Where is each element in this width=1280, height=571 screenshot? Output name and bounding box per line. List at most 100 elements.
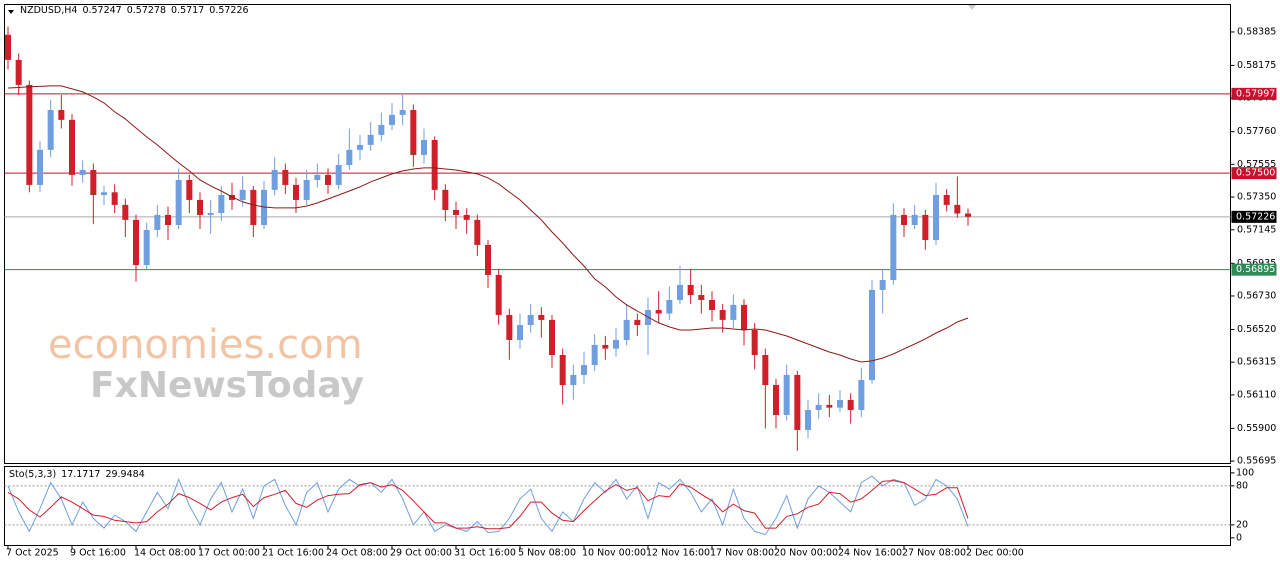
y-tick-label: 0.56935 — [1237, 258, 1276, 269]
candle-body — [783, 374, 790, 415]
x-tick-label: 12 Nov 16:00 — [646, 548, 710, 559]
candle-body — [357, 144, 363, 150]
candle-body — [837, 399, 843, 408]
level-label: 0.57500 — [1236, 168, 1275, 179]
candle-body — [858, 380, 865, 411]
level-label-box — [1231, 167, 1277, 180]
candle-body — [165, 214, 171, 225]
symbol: NZDUSD,H4 — [20, 5, 78, 16]
y-tick-label: 0.55695 — [1237, 456, 1276, 467]
level-label: 0.57997 — [1236, 88, 1275, 99]
candle-body — [122, 204, 129, 220]
candle-body — [474, 219, 481, 245]
candle-body — [282, 169, 289, 185]
stoch-line — [7, 480, 969, 530]
x-tick-label: 7 Oct 2025 — [6, 548, 59, 559]
candle-body — [463, 214, 470, 220]
candle-body — [485, 244, 491, 275]
level-label-box — [1231, 263, 1277, 276]
collapse-arrow — [8, 10, 14, 14]
stoch-line — [7, 475, 969, 536]
watermark-brand: FxNewsToday — [90, 365, 364, 406]
candle-body — [634, 319, 641, 326]
candle-body — [389, 114, 395, 125]
y-tick-label: 0.56110 — [1237, 389, 1276, 400]
candle-body — [570, 374, 577, 385]
candle-body — [559, 355, 566, 385]
candle-body — [442, 189, 449, 210]
y-tick-label: 0.56730 — [1237, 290, 1276, 301]
candle-body — [581, 365, 587, 375]
x-tick-label: 10 Nov 00:00 — [582, 548, 646, 559]
stoch-header: Sto(5,3,3) 17.1717 29.9484 — [9, 469, 145, 480]
candle-body — [709, 299, 715, 311]
candle-body — [111, 192, 118, 205]
candle-body — [101, 192, 107, 195]
candle-body — [90, 169, 97, 195]
y-tick-label: 100 — [1236, 467, 1254, 478]
candle-body — [79, 169, 86, 175]
candle-body — [431, 139, 438, 190]
x-tick-label: 5 Nov 08:00 — [518, 548, 576, 559]
candle-body — [271, 169, 278, 190]
candle-body — [335, 165, 342, 185]
candle-body — [623, 319, 630, 341]
y-tick-label: 20 — [1236, 519, 1248, 530]
current-price-label: 0.57226 — [1236, 211, 1275, 222]
stoch-title: Sto(5,3,3) — [9, 469, 57, 480]
moving-average — [7, 85, 969, 363]
candle-body — [250, 189, 257, 225]
candle-body — [367, 134, 374, 145]
candle-body — [399, 109, 406, 115]
candle-body — [207, 213, 214, 215]
y-tick-label: 0.57145 — [1237, 224, 1276, 235]
candle-body — [410, 109, 417, 155]
candle-body — [847, 399, 854, 411]
x-tick-label: 27 Nov 08:00 — [902, 548, 966, 559]
candle-body — [303, 180, 310, 200]
candle-body — [378, 124, 385, 135]
y-tick-label: 0.58175 — [1237, 60, 1276, 71]
close: 0.57226 — [209, 5, 249, 16]
candle-body — [549, 319, 555, 356]
candle-body — [911, 214, 918, 225]
candle-body — [218, 194, 225, 214]
stoch-panel — [4, 466, 1231, 546]
stoch-k: 17.1717 — [61, 469, 101, 480]
candle-body — [655, 310, 662, 314]
y-tick-label: 0.57555 — [1237, 159, 1276, 170]
candle-body — [698, 295, 705, 300]
x-tick-label: 9 Oct 16:00 — [70, 548, 126, 559]
candle-body — [325, 174, 331, 185]
candle-body — [421, 139, 427, 155]
x-tick-label: 17 Oct 00:00 — [198, 548, 260, 559]
candle-body — [922, 214, 929, 240]
candle-body — [495, 274, 502, 315]
y-tick-label: 0.57350 — [1237, 192, 1276, 203]
candle-body — [58, 109, 65, 120]
x-tick-label: 29 Oct 00:00 — [390, 548, 452, 559]
candle-body — [26, 84, 33, 185]
candle-body — [453, 209, 459, 215]
candle-body — [751, 329, 758, 356]
candle-body — [239, 189, 246, 200]
candle-body — [69, 119, 75, 175]
level-label-box — [1231, 87, 1277, 100]
x-tick-label: 17 Nov 08:00 — [710, 548, 774, 559]
candle-body — [47, 109, 54, 150]
y-tick-label: 0.58385 — [1237, 26, 1276, 37]
y-tick-label: 80 — [1236, 480, 1248, 491]
shift-marker — [968, 5, 976, 10]
candle-body — [666, 299, 673, 314]
candle-body — [687, 284, 694, 296]
candle-body — [719, 310, 726, 320]
candle-body — [229, 194, 235, 200]
main-panel — [4, 4, 1231, 464]
chart-header: NZDUSD,H4 0.57247 0.57278 0.5717 0.57226 — [20, 5, 249, 16]
current-price-box — [1231, 210, 1277, 223]
candle-body — [517, 325, 523, 341]
candle-body — [954, 204, 961, 214]
y-tick-label: 0 — [1236, 532, 1242, 543]
y-tick-label: 0.56520 — [1237, 324, 1276, 335]
